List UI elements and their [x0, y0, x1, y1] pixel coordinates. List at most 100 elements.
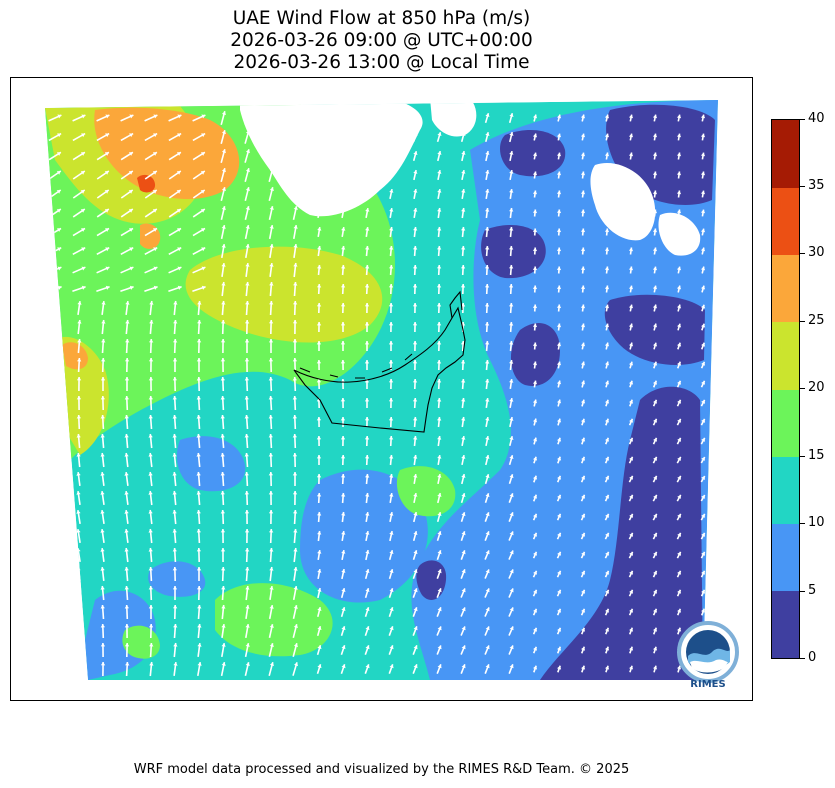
credit-footer: WRF model data processed and visualized … [133, 762, 630, 777]
wind-arrow-head [485, 379, 490, 383]
wind-arrow-head [388, 398, 394, 402]
wind-arrow-head [294, 662, 299, 667]
wind-arrow-head [153, 285, 158, 290]
wind-arrow-head [436, 303, 442, 307]
wind-arrow-head [701, 532, 705, 537]
wind-arrow-head [100, 491, 105, 495]
wind-arrow-shaft [77, 585, 81, 601]
wind-arrow-head [533, 551, 537, 556]
wind-arrow-head [317, 569, 322, 573]
wind-arrow-head [556, 152, 562, 157]
wind-arrow-head [148, 605, 154, 609]
colorbar-label-35: 35 [808, 178, 825, 193]
colorbar-tick [800, 658, 805, 659]
wind-arrow-head [340, 341, 346, 345]
wind-arrow-head [153, 114, 158, 119]
wind-arrow-head [604, 304, 610, 309]
wind-arrow-head [700, 114, 706, 119]
colorbar-tick [800, 186, 805, 187]
wind-arrow-head [557, 399, 562, 404]
wind-arrow-head [196, 434, 201, 438]
wind-arrow-head [653, 361, 658, 366]
map-title-line-3: 2026-03-26 13:00 @ Local Time [233, 52, 530, 73]
wind-arrow-head [556, 133, 562, 138]
wind-arrow-head [580, 247, 586, 252]
wind-arrow-head [269, 567, 274, 571]
wind-arrow-head [148, 510, 153, 514]
wind-arrow-head [604, 133, 610, 138]
wind-arrow-head [129, 266, 134, 271]
wind-arrow-head [81, 228, 85, 232]
wind-arrow-head [294, 111, 299, 116]
wind-arrow-head [364, 417, 370, 421]
wind-arrow-head [533, 608, 537, 613]
wind-arrow-head [364, 379, 370, 383]
wind-arrow-head [389, 474, 394, 478]
speed-region-25-30-northwest [94, 107, 240, 200]
wind-arrow-head [316, 341, 322, 345]
wind-arrow-head [124, 586, 129, 590]
wind-arrow-head [652, 152, 658, 157]
wind-arrow-head [412, 303, 418, 307]
wind-arrow-head [532, 190, 538, 195]
wind-arrow-head [509, 303, 514, 307]
wind-arrow-head [652, 304, 658, 309]
wind-arrow-head [628, 209, 634, 214]
colorbar-tick [800, 253, 805, 254]
wind-arrow-head [581, 589, 585, 594]
wind-arrow-head [437, 151, 442, 155]
wind-arrow-head [81, 285, 86, 290]
wind-arrow-head [148, 453, 153, 457]
speed-region-15-20-central [396, 466, 456, 517]
wind-arrow-head [76, 491, 81, 495]
wind-arrow-head [604, 342, 610, 347]
wind-arrow-head [200, 152, 205, 156]
wind-arrow-head [220, 491, 225, 495]
wind-arrow-head [81, 114, 86, 119]
wind-arrow-head [653, 475, 657, 480]
wind-arrow-head [269, 149, 275, 154]
wind-arrow-head [509, 398, 514, 402]
colorbar [771, 119, 800, 659]
wind-arrow-head [270, 130, 275, 135]
wind-arrow-head [509, 436, 514, 440]
wind-arrow-head [76, 453, 81, 457]
wind-arrow-head [77, 301, 82, 305]
colorbar-band-10-15 [772, 456, 799, 524]
wind-arrow-head [269, 662, 274, 666]
wind-arrow-head [533, 589, 537, 594]
wind-arrow-head [652, 190, 658, 195]
wind-arrow-head [269, 206, 274, 210]
wind-arrow-head [436, 360, 442, 364]
wind-arrow-head [124, 472, 129, 476]
wind-arrow-head [292, 358, 298, 362]
wind-arrow-head [293, 244, 298, 248]
wind-arrow-head [220, 529, 226, 533]
wind-arrow-head [389, 550, 394, 554]
colorbar-band-5-10 [772, 523, 799, 592]
wind-arrow-head [677, 513, 681, 518]
wind-arrow-head [604, 266, 610, 271]
wind-arrow-head [677, 437, 681, 442]
wind-arrow-head [129, 247, 134, 252]
wind-arrow-head [533, 114, 538, 119]
wind-arrow-head [485, 417, 490, 421]
wind-arrow-head [80, 209, 85, 213]
wind-arrow-head [701, 361, 705, 366]
wind-arrow-head [605, 532, 609, 537]
wind-arrow-head [365, 455, 370, 459]
wind-arrow-head [413, 132, 418, 136]
wind-arrow-head [149, 301, 154, 305]
wind-arrow-head [533, 665, 538, 670]
wind-arrow-head [700, 209, 706, 214]
wind-arrow-head [676, 152, 682, 157]
wind-arrow-head [340, 379, 346, 383]
wind-arrow-head [292, 320, 298, 324]
wind-arrow-head [485, 208, 490, 212]
wind-arrow-head [124, 434, 129, 438]
wind-arrow-head [653, 646, 658, 651]
wind-arrow-head [341, 512, 346, 516]
speed-region-0-5-north [481, 225, 546, 279]
wind-arrow-head [268, 472, 273, 476]
wind-arrow-head [221, 605, 226, 609]
